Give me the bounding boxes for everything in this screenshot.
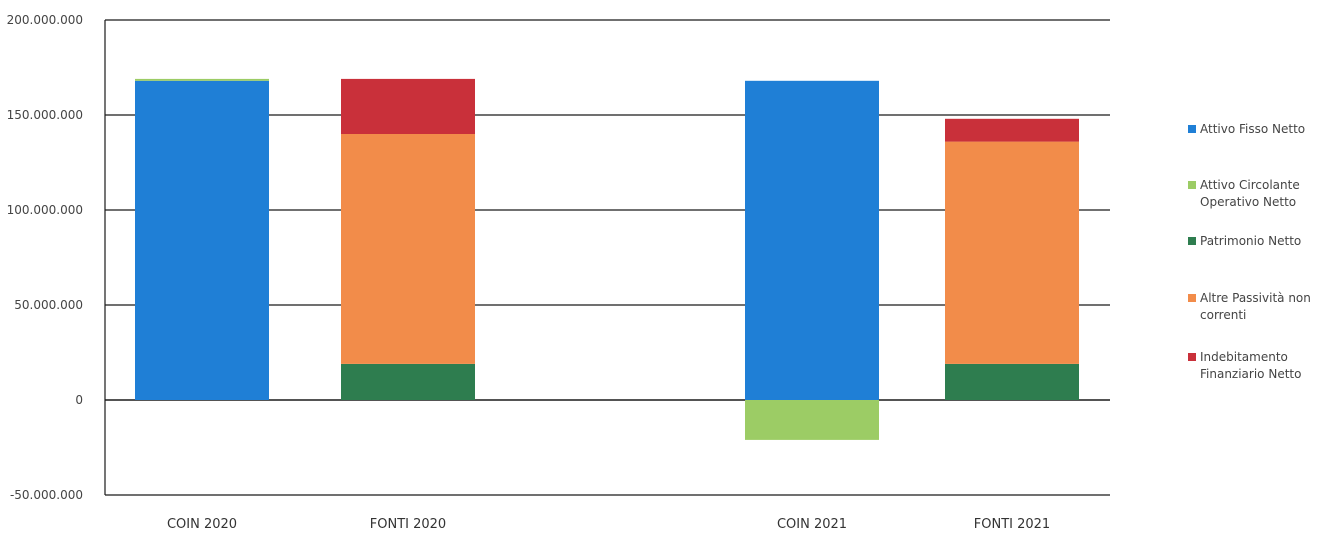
bar-segment xyxy=(341,363,475,400)
bar-segment xyxy=(341,78,475,134)
legend-swatch xyxy=(1188,294,1196,302)
bar-segment xyxy=(945,141,1079,364)
legend-label: correnti xyxy=(1200,308,1246,322)
y-tick-label: 150.000.000 xyxy=(7,108,83,122)
legend-item: Altre Passività non correnti xyxy=(1188,291,1311,322)
legend-label: Patrimonio Netto xyxy=(1200,234,1301,248)
legend-item: Attivo Fisso Netto xyxy=(1188,122,1305,136)
y-tick-label: 0 xyxy=(75,393,83,407)
legend-item: Patrimonio Netto xyxy=(1188,234,1301,248)
legend-swatch xyxy=(1188,181,1196,189)
bar-segment xyxy=(745,80,879,401)
legend-label: Operativo Netto xyxy=(1200,195,1296,209)
bar-segment xyxy=(135,78,269,81)
bar-segment xyxy=(135,80,269,401)
legend-label: Finanziario Netto xyxy=(1200,367,1301,381)
legend-label: Altre Passività non xyxy=(1200,291,1311,305)
bar-segment xyxy=(745,400,879,440)
x-tick-label: FONTI 2021 xyxy=(974,517,1050,532)
legend-label: Attivo Fisso Netto xyxy=(1200,122,1305,136)
bars xyxy=(135,78,1079,440)
bar-segment xyxy=(945,118,1079,142)
y-tick-label: 200.000.000 xyxy=(7,13,83,27)
x-tick-label: COIN 2020 xyxy=(167,517,237,532)
x-tick-label: FONTI 2020 xyxy=(370,517,446,532)
legend-swatch xyxy=(1188,237,1196,245)
legend: Attivo Fisso Netto Attivo Circolante Opera… xyxy=(1188,122,1311,381)
legend-item: Indebitamento Finanziario Netto xyxy=(1188,350,1301,381)
y-tick-label: -50.000.000 xyxy=(10,488,83,502)
legend-label: Attivo Circolante xyxy=(1200,178,1300,192)
legend-item: Attivo Circolante Operativo Netto xyxy=(1188,178,1300,209)
y-tick-label: 50.000.000 xyxy=(14,298,83,312)
gridlines xyxy=(105,19,1110,496)
bar-segment xyxy=(341,134,475,364)
legend-swatch xyxy=(1188,353,1196,361)
legend-label: Indebitamento xyxy=(1200,350,1288,364)
legend-swatch xyxy=(1188,125,1196,133)
x-tick-label: COIN 2021 xyxy=(777,517,847,532)
x-tick-labels: COIN 2020 FONTI 2020 COIN 2021 FONTI 2021 xyxy=(167,517,1050,532)
bar-segment xyxy=(945,363,1079,400)
y-tick-labels: 200.000.000 150.000.000 100.000.000 50.000.… xyxy=(7,13,83,502)
y-tick-label: 100.000.000 xyxy=(7,203,83,217)
